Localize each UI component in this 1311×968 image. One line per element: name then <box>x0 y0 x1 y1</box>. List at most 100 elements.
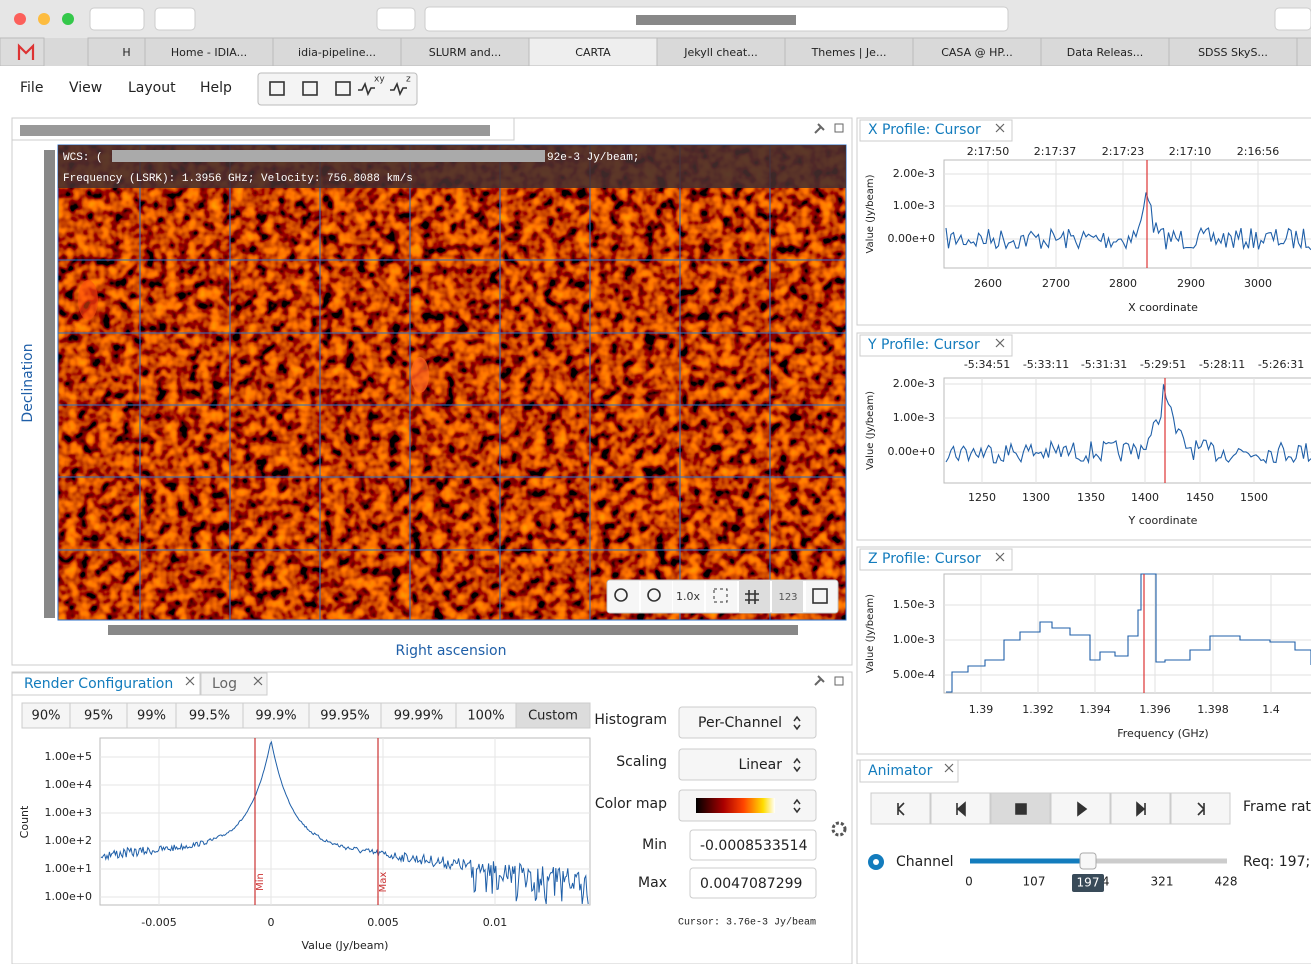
input-value[interactable]: -0.0008533514 <box>700 838 808 854</box>
percentile-label[interactable]: 90% <box>32 709 61 724</box>
select-value[interactable]: Linear <box>738 757 782 773</box>
source-blob <box>411 357 429 393</box>
menu-item[interactable]: Help <box>200 80 232 96</box>
y-tick-label: 1.00e+1 <box>45 862 92 875</box>
menu-bar <box>0 66 1311 110</box>
gmail-tab[interactable] <box>0 38 44 66</box>
control-label: Max <box>638 875 667 891</box>
x-tick-label: -0.005 <box>141 916 176 929</box>
window-button[interactable] <box>38 13 50 25</box>
panel-tab[interactable]: Render Configuration <box>24 676 173 692</box>
download-button[interactable] <box>1275 8 1311 30</box>
menu-item[interactable]: View <box>69 80 102 96</box>
browser-tab-label[interactable]: CASA @ HP... <box>941 46 1013 59</box>
percentile-label[interactable]: Custom <box>528 709 578 724</box>
browser-tab-label[interactable]: H <box>122 46 130 59</box>
percentile-label[interactable]: 99.95% <box>320 709 370 724</box>
axis-label: Right ascension <box>396 643 507 659</box>
top-tick-label: -5:26:31 <box>1258 358 1304 371</box>
top-tick-label: -5:28:11 <box>1199 358 1245 371</box>
slider-tick: 321 <box>1151 875 1174 889</box>
percentile-label[interactable]: 95% <box>84 709 113 724</box>
image-tool-button[interactable] <box>806 581 837 612</box>
playback-button[interactable] <box>1171 793 1230 824</box>
control-label: Color map <box>595 796 667 812</box>
percentile-label[interactable]: 99.5% <box>189 709 230 724</box>
window-button[interactable] <box>62 13 74 25</box>
x-tick-label: 2700 <box>1042 277 1070 290</box>
image-tool-button[interactable] <box>706 581 737 612</box>
browser-tab-label[interactable]: CARTA <box>575 46 611 59</box>
playback-icon <box>1016 804 1026 814</box>
axis-label: Value (Jy/beam) <box>865 391 876 470</box>
browser-tab[interactable] <box>88 38 145 66</box>
y-tick-label: 2.00e-3 <box>893 377 935 390</box>
frame-rate-label: Frame rat <box>1243 799 1311 815</box>
x-tick-label: 1.396 <box>1139 703 1171 716</box>
percentile-label[interactable]: 99.99% <box>394 709 444 724</box>
menu-item[interactable]: File <box>20 80 43 96</box>
y-tick-label: 1.00e+0 <box>45 890 92 903</box>
percentile-label[interactable]: 99% <box>137 709 166 724</box>
toolbar-superscript: z <box>406 75 411 85</box>
y-tick-label: 1.00e+3 <box>45 806 92 819</box>
browser-tab-label[interactable]: Home - IDIA... <box>171 46 247 59</box>
nav-button[interactable] <box>90 8 144 30</box>
x-tick-label: 1.392 <box>1022 703 1054 716</box>
browser-tab-label[interactable]: SLURM and... <box>429 46 501 59</box>
cursor-value: Cursor: 3.76e-3 Jy/beam <box>678 917 816 929</box>
menu-item[interactable]: Layout <box>128 80 176 96</box>
x-tick-label: 2800 <box>1109 277 1137 290</box>
select-value[interactable]: Per-Channel <box>698 715 782 731</box>
x-tick-label: 3000 <box>1244 277 1272 290</box>
x-tick-label: 2600 <box>974 277 1002 290</box>
source-blob <box>78 280 98 320</box>
image-tool-button[interactable] <box>608 581 639 612</box>
browser-tab-label[interactable]: SDSS SkyS... <box>1198 46 1268 59</box>
x-tick-label: 0.01 <box>483 916 508 929</box>
wcs-text: 92e-3 Jy/beam; <box>547 152 639 164</box>
window-button[interactable] <box>14 13 26 25</box>
percentile-label[interactable]: 100% <box>467 709 504 724</box>
top-tick-label: -5:33:11 <box>1023 358 1069 371</box>
ra-axis-bar <box>108 625 798 635</box>
x-tick-label: 1.398 <box>1197 703 1229 716</box>
browser-tab-label[interactable]: Themes | Je... <box>811 46 887 59</box>
y-tick-label: 1.50e-3 <box>893 598 935 611</box>
input-value[interactable]: 0.0047087299 <box>700 876 802 892</box>
top-tick-label: -5:29:51 <box>1140 358 1186 371</box>
axis-label: X coordinate <box>1128 301 1198 314</box>
axis-label: Value (Jy/beam) <box>865 174 876 253</box>
browser-tab-label[interactable]: idia-pipeline... <box>298 46 376 59</box>
labels-toggle[interactable]: 123 <box>778 592 797 603</box>
slider-tick: 428 <box>1215 875 1238 889</box>
top-tick-label: 2:17:37 <box>1034 145 1076 158</box>
axis-label: Value (Jy/beam) <box>865 594 876 673</box>
top-tick-label: 2:17:23 <box>1102 145 1144 158</box>
plot-area <box>944 378 1311 483</box>
slider-value: 197 <box>1077 876 1100 890</box>
sidebar-button[interactable] <box>155 8 195 30</box>
slider-handle[interactable] <box>1080 853 1096 869</box>
playback-button[interactable] <box>871 793 930 824</box>
image-raster <box>58 145 846 620</box>
x-tick-label: 0.005 <box>367 916 399 929</box>
control-label: Histogram <box>594 712 667 728</box>
browser-tab-label[interactable]: Jekyll cheat... <box>683 46 757 59</box>
image-tool-button[interactable] <box>641 581 672 612</box>
channel-radio-dot <box>873 859 879 865</box>
browser-tab-label[interactable]: Data Releas... <box>1067 46 1143 59</box>
x-tick-label: 2900 <box>1177 277 1205 290</box>
percentile-label[interactable]: 99.9% <box>255 709 296 724</box>
x-tick-label: 1450 <box>1186 491 1214 504</box>
axis-label: Y coordinate <box>1128 514 1198 527</box>
share-button[interactable] <box>377 8 415 30</box>
browser-tab[interactable] <box>1297 38 1311 66</box>
zoom-level[interactable]: 1.0x <box>676 590 700 603</box>
panel-tab[interactable]: Log <box>212 676 237 692</box>
x-tick-label: 1.39 <box>969 703 994 716</box>
frequency-text: Frequency (LSRK): 1.3956 GHz; Velocity: … <box>63 173 413 185</box>
control-label: Min <box>642 837 667 853</box>
y-tick-label: 5.00e-4 <box>893 668 935 681</box>
x-tick-label: 1.4 <box>1262 703 1280 716</box>
